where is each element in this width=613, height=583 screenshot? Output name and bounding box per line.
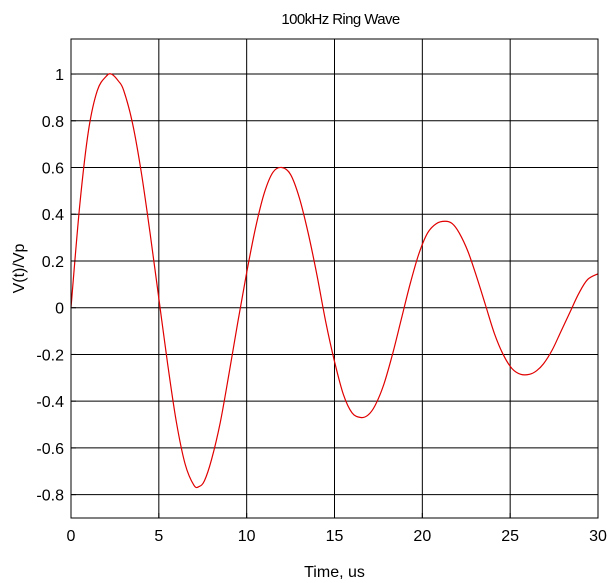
y-axis-ticks: 1 0.8 0.6 0.4 0.2 0 -0.2 -0.4 -0.6 -0.8 <box>36 67 76 505</box>
y-tick-label: 0.2 <box>42 254 64 271</box>
ring-wave-line <box>70 73 599 489</box>
y-tick-label: 1 <box>55 67 64 84</box>
y-tick-label: -0.2 <box>36 347 64 364</box>
grid <box>70 39 599 518</box>
y-tick-label: 0 <box>55 301 64 318</box>
chart-title: 100kHz Ring Wave <box>281 11 399 28</box>
plot-series <box>70 73 599 489</box>
x-tick-label: 20 <box>413 528 431 545</box>
y-tick-label: 0.6 <box>42 161 64 178</box>
x-axis-label: Time, us <box>304 564 365 581</box>
x-tick-label: 5 <box>154 528 163 545</box>
y-tick-label: 0.8 <box>42 114 64 131</box>
x-tick-label: 30 <box>589 528 607 545</box>
x-tick-label: 0 <box>67 528 76 545</box>
x-tick-label: 25 <box>501 528 519 545</box>
y-tick-label: 0.4 <box>42 207 64 224</box>
x-tick-label: 10 <box>238 528 256 545</box>
y-tick-label: -0.6 <box>36 441 64 458</box>
y-axis-label: V(t)/Vp <box>11 244 28 294</box>
x-axis-ticks: 0 5 10 15 20 25 30 <box>67 513 607 545</box>
y-tick-label: -0.8 <box>36 488 64 505</box>
y-tick-label: -0.4 <box>36 394 64 411</box>
x-tick-label: 15 <box>326 528 344 545</box>
